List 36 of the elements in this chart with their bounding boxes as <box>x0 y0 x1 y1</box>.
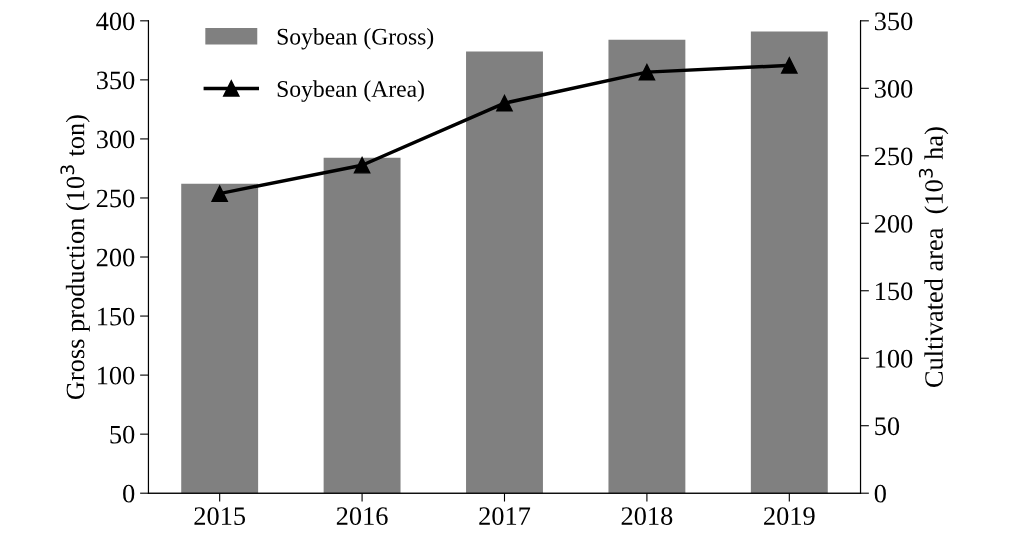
bar <box>323 157 401 494</box>
legend-label: Soybean (Gross) <box>277 28 434 50</box>
point <box>353 156 371 174</box>
y-tick-label: 350 <box>96 71 135 90</box>
y2-tick-label: 150 <box>876 282 913 301</box>
y2-tick-label: 100 <box>876 349 913 368</box>
x-tick-label: 2018 <box>621 507 673 525</box>
y-tick-label: 200 <box>96 248 135 267</box>
y2-tick-label: 250 <box>874 147 913 166</box>
x-tick-label: 2015 <box>194 507 246 525</box>
bar <box>181 183 259 494</box>
y2-tick-label: 200 <box>874 214 913 233</box>
y2-tick-label: 0 <box>874 484 886 503</box>
y2-tick-label: 350 <box>874 12 913 31</box>
y2-tick-label: 50 <box>875 417 900 436</box>
point <box>496 94 513 112</box>
y-tick-label: 0 <box>123 484 135 503</box>
bar <box>466 51 543 494</box>
y-tick-label: 100 <box>98 366 135 385</box>
x-tick-label: 2017 <box>479 507 531 525</box>
bar <box>750 31 828 494</box>
point <box>638 63 656 81</box>
y2-tick-label: 300 <box>874 79 913 98</box>
x-tick-label: 2016 <box>336 507 388 525</box>
y-axis-title: Gross production (10$^{3}$ ton) <box>60 115 90 400</box>
y-tick-label: 300 <box>96 130 135 149</box>
point <box>780 57 798 74</box>
y-tick-label: 400 <box>96 12 135 31</box>
y-tick-label: 50 <box>110 425 135 444</box>
y-tick-label: 150 <box>98 307 135 326</box>
y2-axis-title: Cultivated area (10$^{3}$ ha) <box>918 127 949 387</box>
point <box>211 185 229 202</box>
x-tick-label: 2019 <box>764 507 815 525</box>
legend-label: Soybean (Area) <box>277 80 424 102</box>
bar <box>608 39 686 494</box>
y-tick-label: 250 <box>96 189 135 208</box>
